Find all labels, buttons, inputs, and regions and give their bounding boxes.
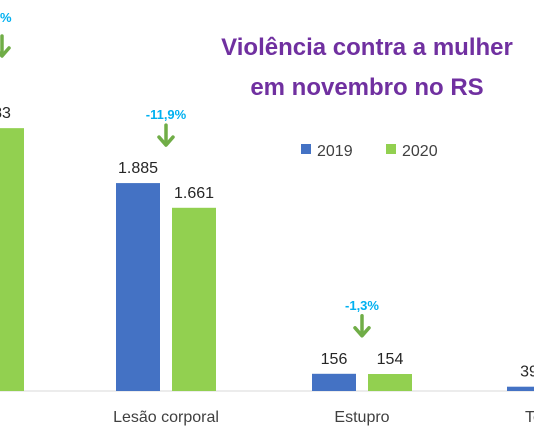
bar-2020-category-1: [0, 128, 24, 392]
down-arrow-head: [353, 326, 371, 338]
down-arrow-icon: [157, 123, 175, 147]
data-label-2020-les-o-corporal: 1.661: [174, 185, 214, 202]
down-arrow-head: [157, 135, 175, 147]
legend-label-2019: 2019: [317, 143, 353, 160]
bar-2020-les-o-corporal: [172, 207, 216, 391]
change-label-1: -11,9%: [146, 107, 187, 122]
down-arrow-head: [0, 46, 11, 58]
bar-2019-tentativa: [507, 386, 534, 391]
data-label-2020-category-1: 83: [0, 105, 11, 122]
down-arrow-icon: [353, 314, 371, 338]
chart-title-line-2: em novembro no RS: [250, 74, 483, 101]
change-label-0: %: [0, 10, 12, 25]
down-arrow-icon: [0, 34, 11, 58]
chart-marks: 1.885 156 39 83 1.661 154 Lesão corporal Estupr…: [0, 10, 534, 426]
data-label-2020-estupro: 154: [377, 351, 404, 368]
category-label-estupro: Estupro: [334, 409, 389, 426]
change-label-2: -1,3%: [345, 298, 379, 313]
legend-swatch-2019: [301, 144, 311, 154]
legend-swatch-2020: [386, 144, 396, 154]
bar-2019-les-o-corporal: [116, 183, 160, 391]
data-label-2019-tentativa: 39: [520, 364, 534, 381]
category-label-tentativa: Tentativa: [525, 409, 534, 426]
category-label-les-o-corporal: Lesão corporal: [113, 409, 219, 426]
bar-2019-estupro: [312, 373, 356, 391]
chart-title-line-1: Violência contra a mulher: [221, 34, 513, 61]
chart-title: Violência contra a mulher em novembro no…: [221, 34, 513, 101]
bar-2020-estupro: [368, 374, 412, 391]
data-label-2019-les-o-corporal: 1.885: [118, 160, 158, 177]
legend: 2019 2020: [301, 143, 438, 160]
legend-label-2020: 2020: [402, 143, 438, 160]
data-label-2019-estupro: 156: [321, 351, 348, 368]
